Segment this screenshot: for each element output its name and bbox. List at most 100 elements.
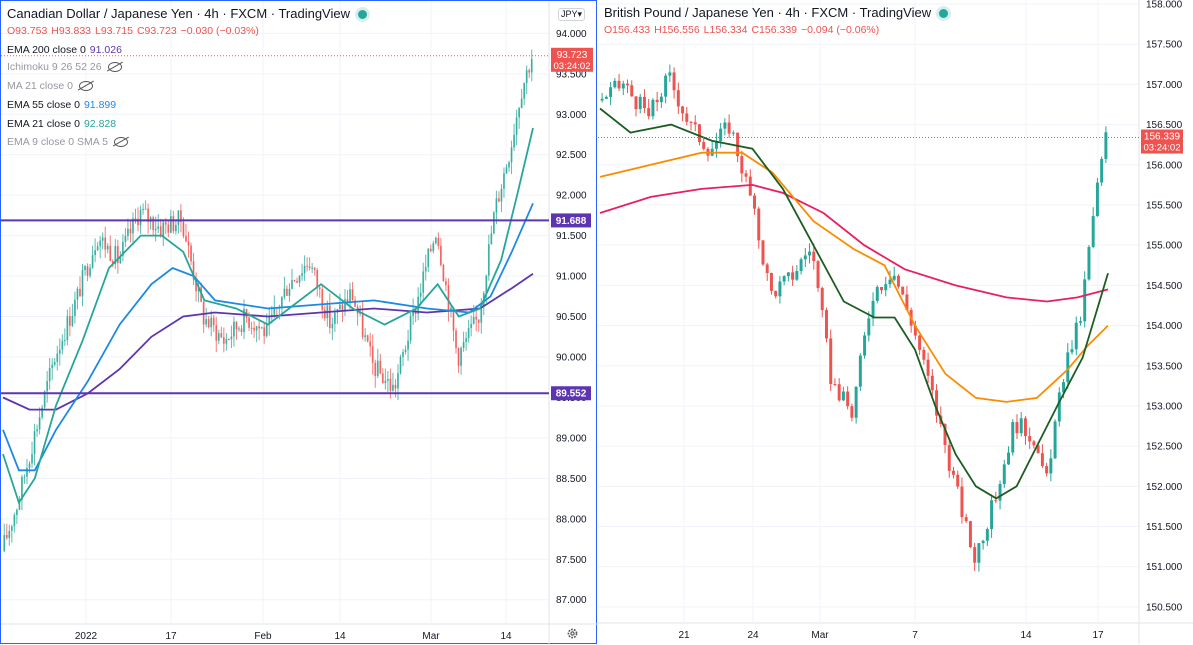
y-tick-label: 152.500	[1146, 442, 1183, 453]
candle-body	[985, 529, 989, 541]
candle-body	[664, 75, 668, 97]
candle-body	[180, 210, 182, 222]
candle-body	[333, 312, 336, 324]
horizontal-level-tag	[551, 213, 591, 228]
candle-body	[467, 328, 470, 339]
candle-body	[968, 521, 972, 548]
legend-ema21[interactable]: EMA 21 close 0 92.828	[7, 118, 117, 130]
candle-body	[412, 310, 415, 316]
candle-body	[1104, 132, 1108, 159]
candle-body	[774, 290, 778, 297]
candle-body	[386, 379, 389, 381]
candle-body	[99, 240, 102, 247]
candle-body	[250, 327, 253, 329]
candle-body	[769, 272, 773, 291]
candle-body	[263, 327, 266, 337]
x-tick-label: Mar	[422, 631, 440, 642]
candle-body	[672, 72, 676, 91]
y-tick-label: 87.000	[556, 595, 587, 606]
candle-body	[392, 384, 394, 391]
chart-pane-cadjpy[interactable]: 94.000 93.500 93.000 92.500 92.000 91.500 91.0…	[0, 0, 598, 645]
candle-body	[457, 348, 460, 366]
candle-body	[164, 222, 167, 225]
candle-body	[51, 364, 54, 369]
candle-body	[258, 326, 261, 329]
candle-body	[94, 250, 97, 256]
last-price-tag	[1141, 129, 1183, 154]
candle-body	[651, 99, 655, 117]
settings-gear-icon[interactable]	[566, 627, 579, 640]
candle-body	[447, 285, 450, 312]
legend-ema9[interactable]: EMA 9 close 0 SMA 5	[7, 136, 128, 148]
candle-body	[76, 288, 79, 300]
candle-body	[498, 198, 500, 202]
candle-body	[613, 80, 617, 88]
candle-body	[452, 308, 455, 331]
y-tick-label: 154.000	[1146, 321, 1183, 332]
candle-body	[58, 349, 61, 354]
candle-body	[109, 245, 112, 261]
hidden-eye-icon[interactable]	[78, 81, 93, 92]
candle-body	[424, 267, 427, 272]
candle-body	[1057, 392, 1061, 422]
candle-body	[389, 379, 392, 391]
candle-body	[374, 362, 377, 376]
candle-body	[84, 266, 86, 271]
candle-body	[477, 319, 480, 323]
candle-body	[1079, 321, 1082, 323]
candle-body	[994, 500, 998, 502]
hidden-eye-icon[interactable]	[113, 137, 128, 148]
candle-body	[791, 272, 795, 280]
candle-body	[41, 407, 44, 418]
candle-body	[922, 349, 926, 360]
candle-body	[21, 476, 23, 500]
y-tick-label: 153.000	[1146, 401, 1183, 412]
candle-body	[880, 286, 883, 291]
y-tick-label: 156.500	[1146, 120, 1183, 131]
candle-body	[981, 540, 985, 544]
candle-body	[510, 147, 513, 163]
candle-body	[91, 255, 94, 268]
legend-ema55[interactable]: EMA 55 close 0 91.899	[7, 99, 117, 111]
candle-body	[973, 547, 977, 563]
candle-body	[930, 375, 934, 391]
candle-body	[434, 237, 437, 244]
candle-body	[765, 264, 769, 273]
candle-body	[990, 500, 994, 530]
gbpjpy-chart-canvas[interactable]: 158.000 157.500 157.000 156.500 156.000 155.5…	[598, 0, 1193, 644]
market-open-icon	[358, 10, 368, 20]
candle-body	[240, 328, 243, 333]
candle-body	[642, 96, 646, 109]
candle-body	[422, 271, 425, 293]
candle-body	[871, 300, 875, 319]
candle-body	[142, 208, 144, 210]
candle-body	[952, 470, 955, 475]
legend-ma21[interactable]: MA 21 close 0	[7, 80, 93, 92]
candle-body	[3, 534, 6, 552]
currency-selector[interactable]: JPY▾	[558, 8, 586, 21]
candle-body	[1074, 322, 1078, 350]
candle-body	[344, 299, 346, 312]
y-tick-label: 157.000	[1146, 80, 1183, 91]
candle-body	[1066, 352, 1070, 383]
candle-body	[918, 335, 922, 350]
candle-body	[947, 445, 951, 471]
candle-body	[419, 292, 422, 297]
candle-body	[265, 323, 268, 337]
candle-body	[119, 255, 122, 264]
cadjpy-chart-canvas[interactable]: 94.000 93.500 93.000 92.500 92.000 91.500 91.0…	[1, 1, 598, 645]
candle-body	[505, 167, 508, 174]
cadjpy-ohlc: O93.753 H93.833 L93.715 C93.723 −0.030 (−0.0…	[7, 25, 259, 37]
chart-pane-gbpjpy[interactable]: 158.000 157.500 157.000 156.500 156.000 155.5…	[598, 0, 1193, 644]
legend-ichimoku[interactable]: Ichimoku 9 26 52 26	[7, 61, 122, 73]
indicator-line-ema-21	[2, 127, 534, 505]
candle-body	[799, 259, 803, 272]
candle-body	[8, 530, 11, 539]
candle-body	[500, 188, 503, 202]
candle-body	[26, 467, 28, 477]
legend-ema200[interactable]: EMA 200 close 0 91.026	[7, 44, 122, 56]
candle-body	[182, 221, 185, 237]
candle-body	[273, 307, 276, 315]
hidden-eye-icon[interactable]	[107, 62, 122, 73]
candle-body	[1100, 158, 1104, 183]
